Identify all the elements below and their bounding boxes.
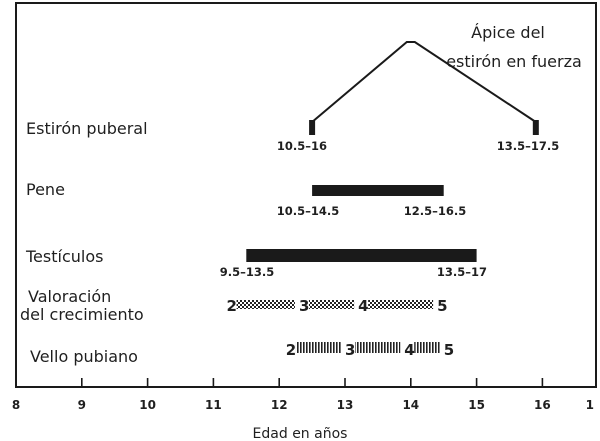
annotation-line-2: estirón en fuerza — [446, 52, 582, 71]
vello-row-stage-2: 2 — [286, 341, 296, 359]
valoracion-row-stage-4: 4 — [358, 297, 368, 315]
x-tick-label-3: 11 — [205, 398, 222, 412]
pene-end-range: 12.5–16.5 — [404, 204, 467, 218]
vello-row-segment-2 — [355, 342, 401, 353]
valoracion-row-segment-3 — [368, 300, 434, 309]
valoracion-stages: 2 3 4 5 — [227, 297, 448, 315]
growth-spurt-start-mark — [309, 120, 316, 135]
row-label-pene: Pene — [26, 180, 65, 199]
x-tick-label-8: 16 — [534, 398, 551, 412]
x-tick-label-2: 10 — [139, 398, 156, 412]
row-label-estiron: Estirón puberal — [26, 119, 148, 138]
valoracion-row-stage-2: 2 — [227, 297, 237, 315]
plot-frame — [15, 2, 597, 388]
vello-row-stage-3: 3 — [345, 341, 355, 359]
x-tick-label-4: 12 — [271, 398, 288, 412]
growth-spurt-end-mark — [532, 120, 539, 135]
row-label-testiculos: Testículos — [25, 247, 103, 266]
x-tick-label-9: 1 — [586, 398, 594, 412]
pene-bar — [312, 185, 444, 196]
growth-spurt-start-range: 10.5–16 — [277, 139, 327, 153]
growth-spurt-curve — [311, 41, 537, 123]
vello-row-segment-1 — [295, 342, 341, 353]
vello-row-stage-5: 5 — [444, 341, 454, 359]
vello-row-segment-3 — [414, 342, 440, 353]
growth-spurt-end-range: 13.5–17.5 — [497, 139, 560, 153]
row-label-valoracion-2: del crecimiento — [20, 305, 144, 324]
testiculos-start-range: 9.5–13.5 — [220, 265, 275, 279]
x-axis-ticks — [15, 378, 544, 387]
vello-row-stage-4: 4 — [404, 341, 414, 359]
x-axis-tick-labels: 8 9 10 11 12 13 14 15 16 1 — [12, 398, 594, 412]
x-tick-label-7: 15 — [468, 398, 485, 412]
pene-start-range: 10.5–14.5 — [277, 204, 340, 218]
x-axis-title: Edad en años — [253, 426, 348, 441]
row-label-valoracion-1: Valoración — [28, 287, 111, 306]
valoracion-row-segment-1 — [236, 300, 295, 309]
x-tick-label-1: 9 — [78, 398, 86, 412]
testiculos-bar — [246, 249, 477, 262]
row-label-vello: Vello pubiano — [30, 347, 138, 366]
vello-stages: 2 3 4 5 — [286, 341, 454, 359]
x-tick-label-6: 14 — [402, 398, 419, 412]
testiculos-end-range: 13.5–17 — [437, 265, 487, 279]
valoracion-row-stage-5: 5 — [437, 297, 447, 315]
x-tick-label-0: 8 — [12, 398, 20, 412]
x-tick-label-5: 13 — [337, 398, 354, 412]
valoracion-row-segment-2 — [308, 300, 355, 309]
annotation-line-1: Ápice del — [471, 23, 545, 42]
valoracion-row-stage-3: 3 — [299, 297, 309, 315]
